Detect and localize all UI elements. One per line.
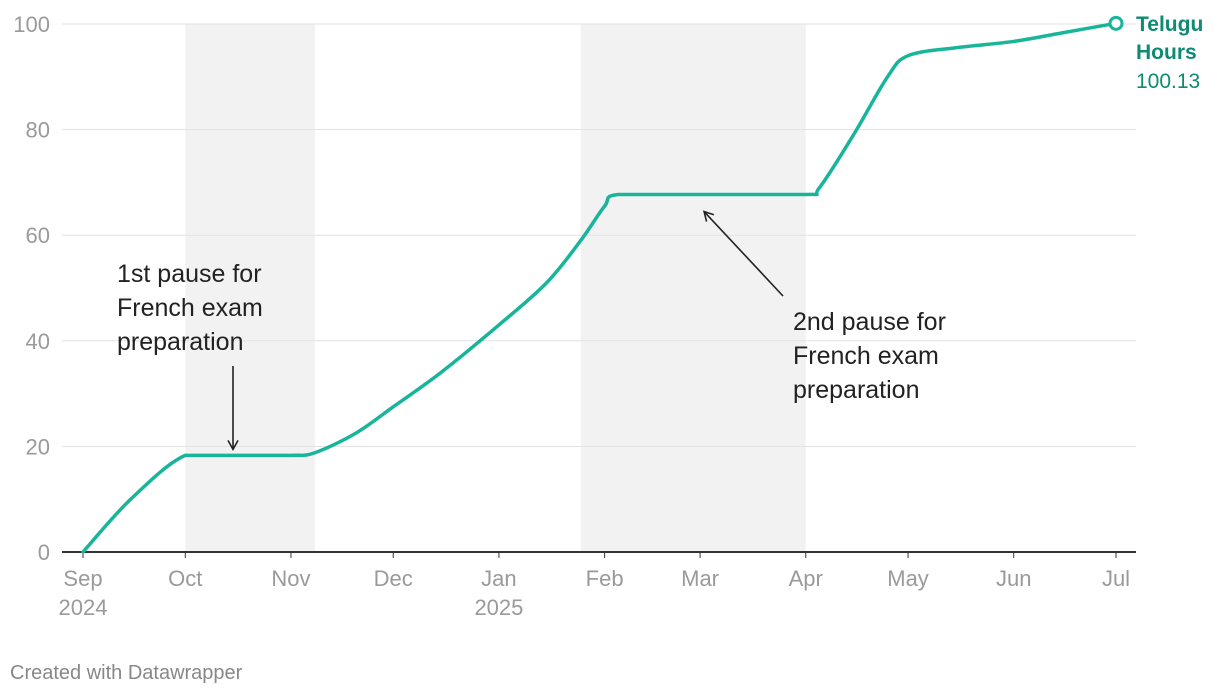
y-tick-label-0: 0 bbox=[38, 540, 50, 565]
y-tick-label-20: 20 bbox=[26, 434, 50, 459]
credit-text: Created with Datawrapper bbox=[10, 662, 243, 684]
x-tick-label-nov: Nov bbox=[271, 566, 310, 591]
x-tick-label-jun: Jun bbox=[996, 566, 1031, 591]
y-tick-label-100: 100 bbox=[13, 12, 50, 37]
highlight-band-1 bbox=[185, 24, 315, 552]
annotation-2-line-2: French exam bbox=[793, 342, 939, 370]
y-tick-label-80: 80 bbox=[26, 118, 50, 143]
series-end-point bbox=[1108, 15, 1124, 31]
x-tick-label-jan: Jan bbox=[481, 566, 516, 591]
series-final-value-label: 100.13 bbox=[1136, 70, 1200, 93]
y-tick-label-40: 40 bbox=[26, 329, 50, 354]
x-tick-label-feb: Feb bbox=[586, 566, 624, 591]
x-tick-label-dec: Dec bbox=[374, 566, 413, 591]
series-line-1 bbox=[81, 21, 1118, 554]
x-tick-label-mar: Mar bbox=[681, 566, 719, 591]
series-name-label-line2: Hours bbox=[1136, 41, 1197, 64]
line-chart: 0 20 40 60 80 100 Sep 2024 Oct Nov Dec Jan 2025 Feb Ma… bbox=[13, 12, 1203, 620]
x-tick-label-oct: Oct bbox=[168, 566, 202, 591]
highlight-band-2 bbox=[580, 24, 806, 552]
annotation-2-arrow bbox=[702, 210, 784, 297]
x-tick-label-sep: Sep bbox=[63, 566, 102, 591]
annotation-2-line-3: preparation bbox=[793, 376, 919, 404]
x-tick-label-jul: Jul bbox=[1102, 566, 1130, 591]
x-tick-label-apr: Apr bbox=[789, 566, 823, 591]
annotation-1-line-2: French exam bbox=[117, 294, 263, 322]
x-tick-sublabel-2025: 2025 bbox=[474, 595, 523, 620]
x-tick-label-may: May bbox=[887, 566, 929, 591]
annotation-2-line-1: 2nd pause for bbox=[793, 308, 946, 336]
annotation-1-line-3: preparation bbox=[117, 328, 243, 356]
y-tick-label-60: 60 bbox=[26, 223, 50, 248]
x-tick-sublabel-2024: 2024 bbox=[59, 595, 108, 620]
annotation-1-line-1: 1st pause for bbox=[117, 260, 262, 288]
series-name-label-line1: Telugu bbox=[1136, 13, 1203, 36]
